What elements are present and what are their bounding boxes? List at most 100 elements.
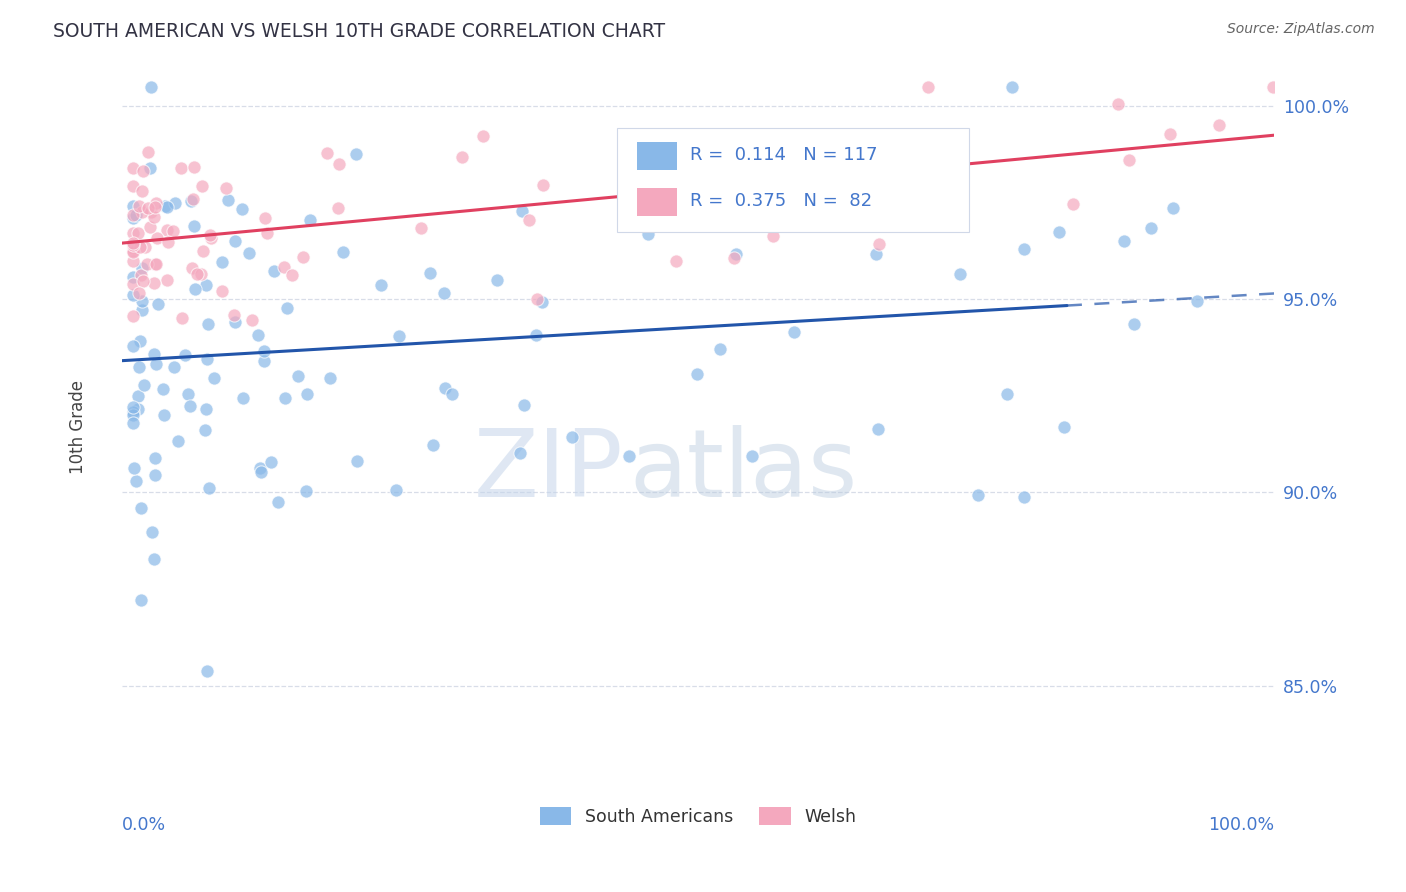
Point: [145, 357, 167, 371]
Point: [276, 301, 298, 315]
Point: [177, 387, 200, 401]
Point: [1140, 220, 1163, 235]
Point: [253, 354, 276, 368]
Point: [197, 317, 219, 331]
Point: [217, 193, 239, 207]
Point: [280, 268, 302, 282]
Point: [125, 474, 148, 488]
Point: [1012, 242, 1035, 256]
Point: [143, 256, 166, 270]
Point: [526, 292, 548, 306]
Point: [388, 329, 411, 343]
Point: [813, 136, 835, 151]
Point: [762, 228, 785, 243]
Point: [156, 273, 179, 287]
Point: [138, 161, 160, 175]
Point: [129, 593, 152, 607]
Point: [156, 200, 179, 214]
Point: [122, 241, 145, 255]
Point: [122, 238, 145, 252]
Point: [194, 401, 217, 416]
Point: [129, 500, 152, 515]
Point: [967, 488, 990, 502]
Text: 10th Grade: 10th Grade: [69, 380, 87, 474]
Point: [685, 367, 707, 381]
Point: [297, 386, 319, 401]
Point: [122, 270, 145, 285]
Point: [267, 495, 290, 509]
Point: [240, 313, 263, 327]
Point: [263, 264, 285, 278]
Point: [318, 370, 340, 384]
Point: [129, 240, 152, 254]
Point: [232, 391, 254, 405]
Point: [316, 145, 339, 160]
Point: [136, 202, 159, 216]
Point: [510, 204, 533, 219]
Point: [156, 223, 179, 237]
Point: [122, 310, 145, 324]
Text: 0.0%: 0.0%: [122, 816, 166, 834]
Point: [122, 209, 145, 223]
Point: [561, 430, 583, 444]
Point: [1161, 201, 1184, 215]
Point: [273, 260, 295, 274]
Point: [131, 260, 153, 275]
Point: [524, 327, 547, 342]
Point: [866, 422, 889, 436]
Point: [183, 219, 205, 233]
Point: [122, 244, 145, 259]
Point: [531, 178, 554, 193]
Point: [326, 201, 349, 215]
Point: [723, 251, 745, 265]
Point: [122, 238, 145, 252]
Point: [122, 211, 145, 226]
Point: [148, 297, 170, 311]
Point: [145, 451, 167, 466]
Point: [1114, 235, 1136, 249]
Point: [122, 226, 145, 240]
Point: [122, 461, 145, 475]
Point: [254, 211, 277, 225]
Point: [211, 254, 233, 268]
Point: [190, 267, 212, 281]
Point: [122, 277, 145, 292]
Point: [198, 227, 221, 242]
Point: [163, 359, 186, 374]
Point: [122, 339, 145, 353]
Point: [291, 250, 314, 264]
Point: [125, 208, 148, 222]
Point: [231, 202, 253, 216]
Point: [132, 275, 155, 289]
Point: [136, 145, 159, 160]
Point: [273, 392, 295, 406]
Point: [725, 247, 748, 261]
Point: [332, 244, 354, 259]
Point: [145, 196, 167, 211]
Point: [411, 221, 433, 235]
Point: [637, 227, 659, 242]
Point: [127, 227, 149, 241]
Point: [145, 256, 167, 270]
Point: [122, 408, 145, 422]
Text: atlas: atlas: [628, 425, 858, 516]
Point: [256, 227, 278, 241]
Point: [191, 179, 214, 194]
Point: [132, 163, 155, 178]
Point: [1047, 225, 1070, 239]
FancyBboxPatch shape: [637, 188, 678, 216]
Point: [181, 192, 204, 206]
Point: [195, 278, 218, 293]
Point: [128, 198, 150, 212]
Legend: South Americans, Welsh: South Americans, Welsh: [533, 800, 863, 833]
Point: [170, 161, 193, 175]
Point: [249, 465, 271, 479]
Point: [1107, 97, 1129, 112]
Text: SOUTH AMERICAN VS WELSH 10TH GRADE CORRELATION CHART: SOUTH AMERICAN VS WELSH 10TH GRADE CORRE…: [53, 22, 665, 41]
Point: [122, 179, 145, 194]
Point: [299, 212, 322, 227]
Point: [181, 260, 204, 275]
Point: [141, 525, 163, 540]
Point: [419, 266, 441, 280]
Point: [162, 224, 184, 238]
